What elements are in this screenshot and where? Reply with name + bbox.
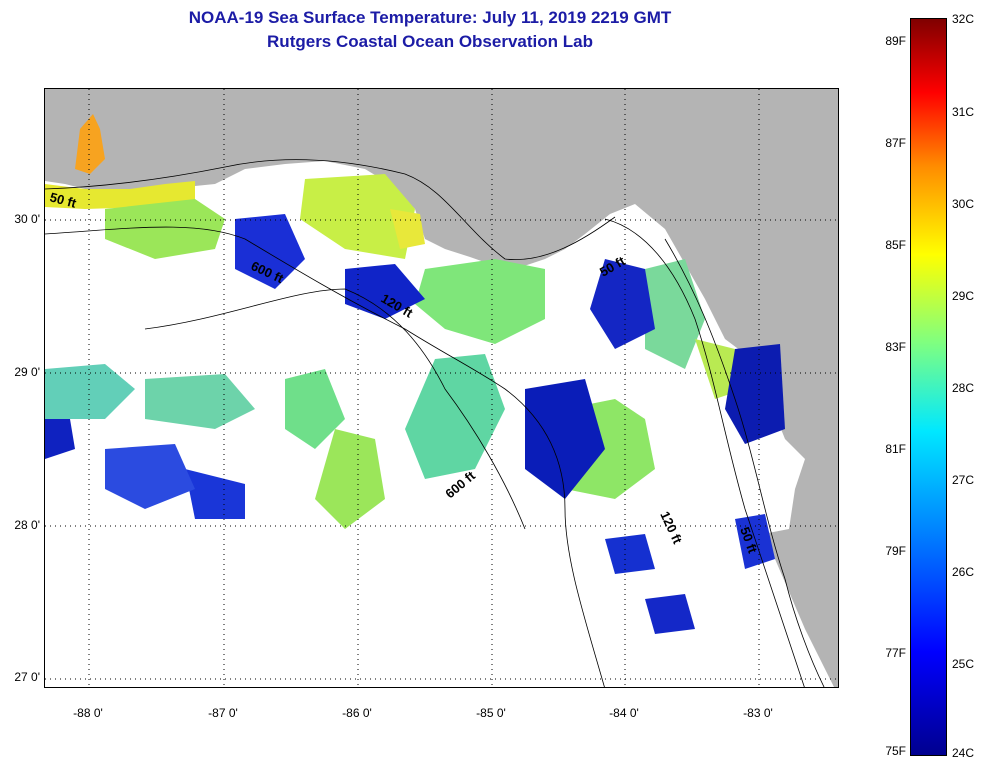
cold-patch	[525, 379, 605, 499]
colorbar-c-label: 27C	[952, 473, 975, 487]
cold-patch	[735, 514, 775, 569]
sst-patch	[45, 364, 135, 419]
lon-label-85: -85 0'	[476, 706, 506, 720]
colorbar-c-label: 30C	[952, 197, 975, 211]
colorbar-c-label: 29C	[952, 289, 975, 303]
lon-label-87: -87 0'	[208, 706, 238, 720]
colorbar-c-label: 26C	[952, 565, 975, 579]
contour-label: 120 ft	[657, 509, 685, 547]
sst-patch	[415, 259, 545, 344]
bathymetry-contours	[45, 159, 825, 687]
cold-patch	[725, 344, 785, 444]
temperature-colorbar	[910, 18, 947, 756]
lat-label-28: 28 0'	[14, 518, 40, 532]
lon-label-86: -86 0'	[342, 706, 372, 720]
sst-patch	[285, 369, 345, 449]
colorbar-f-label: 85F	[885, 238, 906, 252]
land-mass	[45, 89, 838, 687]
cold-patch	[235, 214, 305, 289]
lon-label-84: -84 0'	[609, 706, 639, 720]
sst-patch	[315, 429, 385, 529]
sst-patch	[390, 209, 425, 249]
cold-patch	[345, 264, 425, 319]
colorbar-f-label: 87F	[885, 136, 906, 150]
colorbar-f-label: 79F	[885, 544, 906, 558]
colorbar-c-label: 24C	[952, 746, 975, 760]
map-subtitle: Rutgers Coastal Ocean Observation Lab	[267, 32, 593, 51]
colorbar-c-label: 32C	[952, 12, 975, 26]
lon-label-88: -88 0'	[73, 706, 103, 720]
cold-patch	[105, 444, 195, 509]
cold-patch	[185, 469, 245, 519]
sst-patch	[405, 354, 505, 479]
colorbar-f-label: 83F	[885, 340, 906, 354]
lat-label-30: 30 0'	[14, 212, 40, 226]
lat-label-29: 29 0'	[14, 365, 40, 379]
colorbar-f-label: 81F	[885, 442, 906, 456]
graticule	[45, 89, 838, 687]
sst-map[interactable]: 50 ft 600 ft 120 ft 50 ft 600 ft 120 ft …	[44, 88, 839, 688]
colorbar-c-label: 28C	[952, 381, 975, 395]
sst-patch	[105, 199, 225, 259]
lat-label-27: 27 0'	[14, 670, 40, 684]
colorbar-f-label: 75F	[885, 744, 906, 758]
sst-patch	[645, 259, 705, 369]
contour-label: 50 ft	[48, 189, 78, 211]
map-title: NOAA-19 Sea Surface Temperature: July 11…	[188, 8, 672, 27]
warm-bay-plume	[75, 114, 105, 174]
colorbar-f-label: 89F	[885, 34, 906, 48]
sst-patch	[145, 374, 255, 429]
colorbar-f-label: 77F	[885, 646, 906, 660]
lon-label-83: -83 0'	[743, 706, 773, 720]
cold-patch	[45, 419, 75, 459]
cold-patch	[645, 594, 695, 634]
sst-patch	[300, 174, 415, 259]
colorbar-c-label: 31C	[952, 105, 975, 119]
sst-map-canvas: 50 ft 600 ft 120 ft 50 ft 600 ft 120 ft …	[45, 89, 838, 687]
cold-patch	[590, 259, 655, 349]
warm-coastal-band	[45, 181, 195, 209]
colorbar-c-label: 25C	[952, 657, 975, 671]
cold-patch	[605, 534, 655, 574]
